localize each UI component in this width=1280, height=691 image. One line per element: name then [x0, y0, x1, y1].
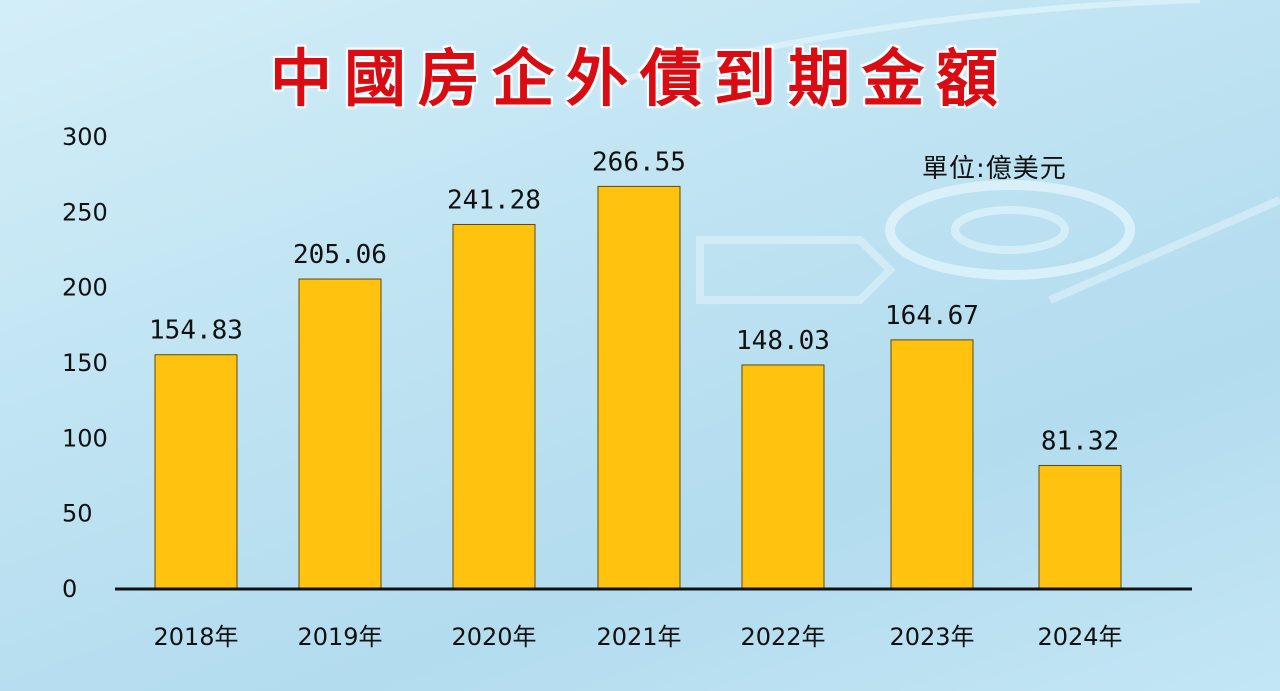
bar-2024年 — [1038, 464, 1122, 589]
x-tick-label-2018年: 2018年 — [153, 623, 238, 651]
bar-2022年 — [741, 364, 825, 589]
chart-title: 中國房企外債到期金額 — [269, 42, 1010, 115]
bar-2019年 — [298, 278, 382, 589]
value-label-2021年: 266.55 — [592, 147, 686, 177]
y-tick-label-250: 250 — [62, 198, 108, 226]
value-label-2018年: 154.83 — [149, 316, 243, 346]
x-tick-label-2019年: 2019年 — [297, 623, 382, 651]
x-tick-label-2024年: 2024年 — [1037, 623, 1122, 651]
bar-2018年 — [154, 354, 238, 589]
bar-2020年 — [452, 223, 536, 589]
x-tick-label-2023年: 2023年 — [889, 623, 974, 651]
value-label-2024年: 81.32 — [1041, 426, 1119, 456]
bar-2021年 — [597, 185, 681, 589]
y-tick-label-300: 300 — [62, 123, 108, 151]
unit-label: 單位:億美元 — [922, 154, 1067, 184]
y-tick-label-200: 200 — [62, 274, 108, 302]
value-label-2022年: 148.03 — [736, 326, 830, 356]
y-tick-label-100: 100 — [62, 424, 108, 452]
x-tick-label-2021年: 2021年 — [596, 623, 681, 651]
x-tick-label-2022年: 2022年 — [740, 623, 825, 651]
value-label-2023年: 164.67 — [885, 301, 979, 331]
y-tick-label-150: 150 — [62, 349, 108, 377]
x-tick-label-2020年: 2020年 — [451, 623, 536, 651]
value-label-2019年: 205.06 — [293, 240, 387, 270]
bar-2023年 — [890, 339, 974, 589]
y-tick-label-0: 0 — [62, 575, 77, 603]
y-tick-label-50: 50 — [62, 500, 93, 528]
value-label-2020年: 241.28 — [447, 185, 541, 215]
